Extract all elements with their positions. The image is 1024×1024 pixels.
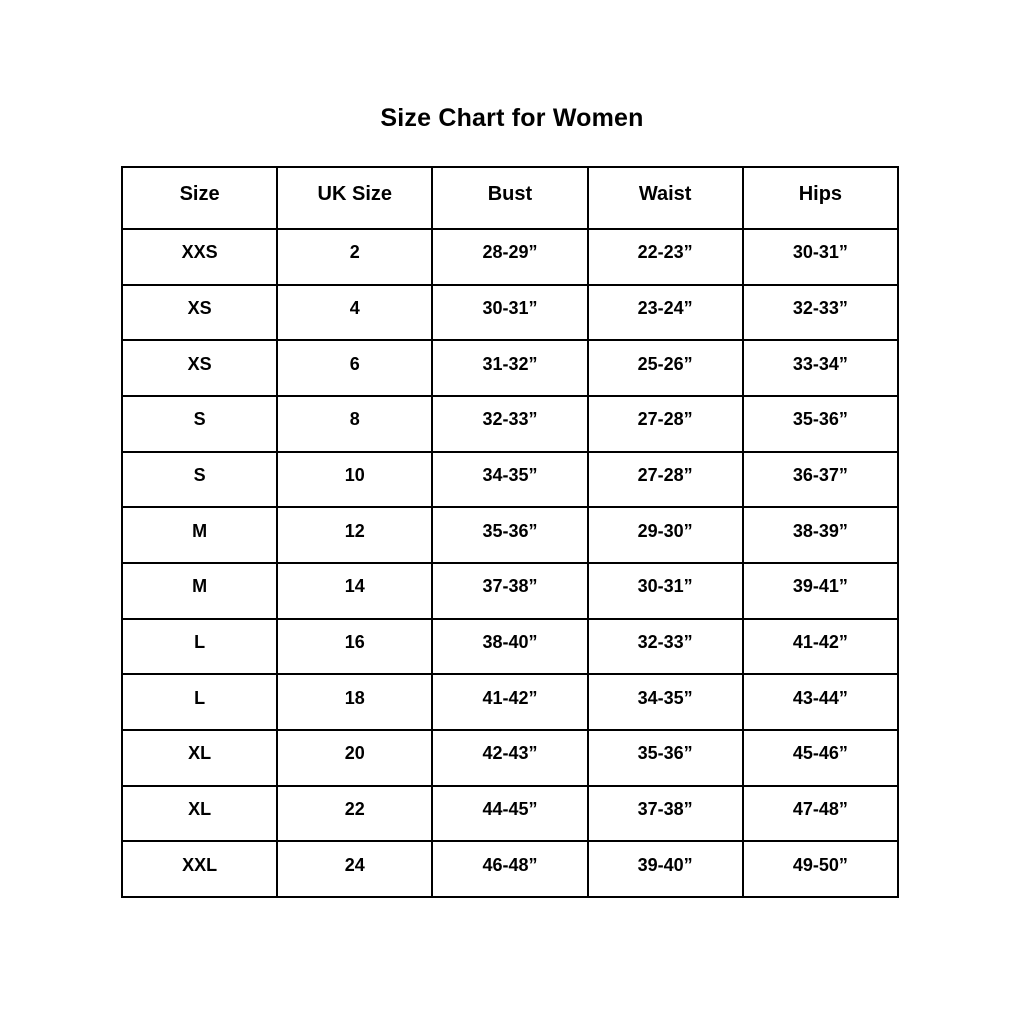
table-cell: 41-42” <box>431 673 589 731</box>
table-header-row: Size UK Size Bust Waist Hips <box>120 166 900 230</box>
table-cell: 32-33” <box>431 394 589 453</box>
table-cell: 33-34” <box>741 339 900 397</box>
table-cell: 28-29” <box>431 228 589 286</box>
table-cell: 31-32” <box>431 339 589 397</box>
table-cell: 38-39” <box>741 506 900 564</box>
table-cell: M <box>120 561 279 620</box>
table-cell: 24 <box>276 840 434 898</box>
column-header-bust: Bust <box>431 166 589 230</box>
table-row: XS 6 31-32” 25-26” 33-34” <box>120 339 900 397</box>
table-cell: 49-50” <box>741 840 900 898</box>
table-cell: XXS <box>120 228 279 286</box>
table-cell: XL <box>120 728 279 787</box>
table-cell: S <box>120 394 279 453</box>
table-cell: 20 <box>276 728 434 787</box>
table-cell: XS <box>120 339 279 397</box>
table-cell: 25-26” <box>586 339 744 397</box>
table-cell: 27-28” <box>586 394 744 453</box>
table-cell: M <box>120 506 279 564</box>
table-cell: 16 <box>276 617 434 676</box>
column-header-size: Size <box>120 166 279 230</box>
table-row: XL 22 44-45” 37-38” 47-48” <box>120 784 900 843</box>
table-row: XXL 24 46-48” 39-40” 49-50” <box>120 840 900 898</box>
table-cell: 41-42” <box>741 617 900 676</box>
table-cell: L <box>120 617 279 676</box>
table-cell: 35-36” <box>431 506 589 564</box>
table-cell: 37-38” <box>431 561 589 620</box>
table-cell: 4 <box>276 283 434 342</box>
size-chart-table: Size UK Size Bust Waist Hips XXS 2 28-29… <box>120 166 900 898</box>
table-cell: 6 <box>276 339 434 397</box>
table-cell: XXL <box>120 840 279 898</box>
table-cell: 47-48” <box>741 784 900 843</box>
table-cell: 34-35” <box>586 673 744 731</box>
table-cell: 46-48” <box>431 840 589 898</box>
table-cell: 2 <box>276 228 434 286</box>
table-cell: 30-31” <box>586 561 744 620</box>
table-cell: 32-33” <box>741 283 900 342</box>
table-cell: 14 <box>276 561 434 620</box>
table-cell: 27-28” <box>586 450 744 509</box>
table-row: XL 20 42-43” 35-36” 45-46” <box>120 728 900 787</box>
table-row: M 12 35-36” 29-30” 38-39” <box>120 506 900 564</box>
table-cell: 36-37” <box>741 450 900 509</box>
table-row: L 18 41-42” 34-35” 43-44” <box>120 673 900 731</box>
table-cell: 30-31” <box>431 283 589 342</box>
table-cell: 12 <box>276 506 434 564</box>
column-header-waist: Waist <box>586 166 744 230</box>
table-row: XS 4 30-31” 23-24” 32-33” <box>120 283 900 342</box>
table-cell: 8 <box>276 394 434 453</box>
column-header-hips: Hips <box>741 166 900 230</box>
column-header-uk-size: UK Size <box>276 166 434 230</box>
table-cell: 34-35” <box>431 450 589 509</box>
table-cell: 10 <box>276 450 434 509</box>
table-cell: 30-31” <box>741 228 900 286</box>
table-cell: 18 <box>276 673 434 731</box>
table-row: L 16 38-40” 32-33” 41-42” <box>120 617 900 676</box>
table-cell: S <box>120 450 279 509</box>
page-title: Size Chart for Women <box>380 104 644 132</box>
table-cell: 44-45” <box>431 784 589 843</box>
table-cell: 38-40” <box>431 617 589 676</box>
table-cell: 39-41” <box>741 561 900 620</box>
table-cell: 22-23” <box>586 228 744 286</box>
table-cell: 43-44” <box>741 673 900 731</box>
table-cell: 23-24” <box>586 283 744 342</box>
table-cell: 22 <box>276 784 434 843</box>
table-row: XXS 2 28-29” 22-23” 30-31” <box>120 228 900 286</box>
table-row: S 10 34-35” 27-28” 36-37” <box>120 450 900 509</box>
table-cell: XL <box>120 784 279 843</box>
table-row: M 14 37-38” 30-31” 39-41” <box>120 561 900 620</box>
table-cell: L <box>120 673 279 731</box>
table-cell: 37-38” <box>586 784 744 843</box>
table-cell: 45-46” <box>741 728 900 787</box>
table-cell: 29-30” <box>586 506 744 564</box>
table-cell: 35-36” <box>741 394 900 453</box>
table-cell: 32-33” <box>586 617 744 676</box>
table-cell: 42-43” <box>431 728 589 787</box>
table-row: S 8 32-33” 27-28” 35-36” <box>120 394 900 453</box>
table-cell: 39-40” <box>586 840 744 898</box>
table-cell: XS <box>120 283 279 342</box>
table-cell: 35-36” <box>586 728 744 787</box>
